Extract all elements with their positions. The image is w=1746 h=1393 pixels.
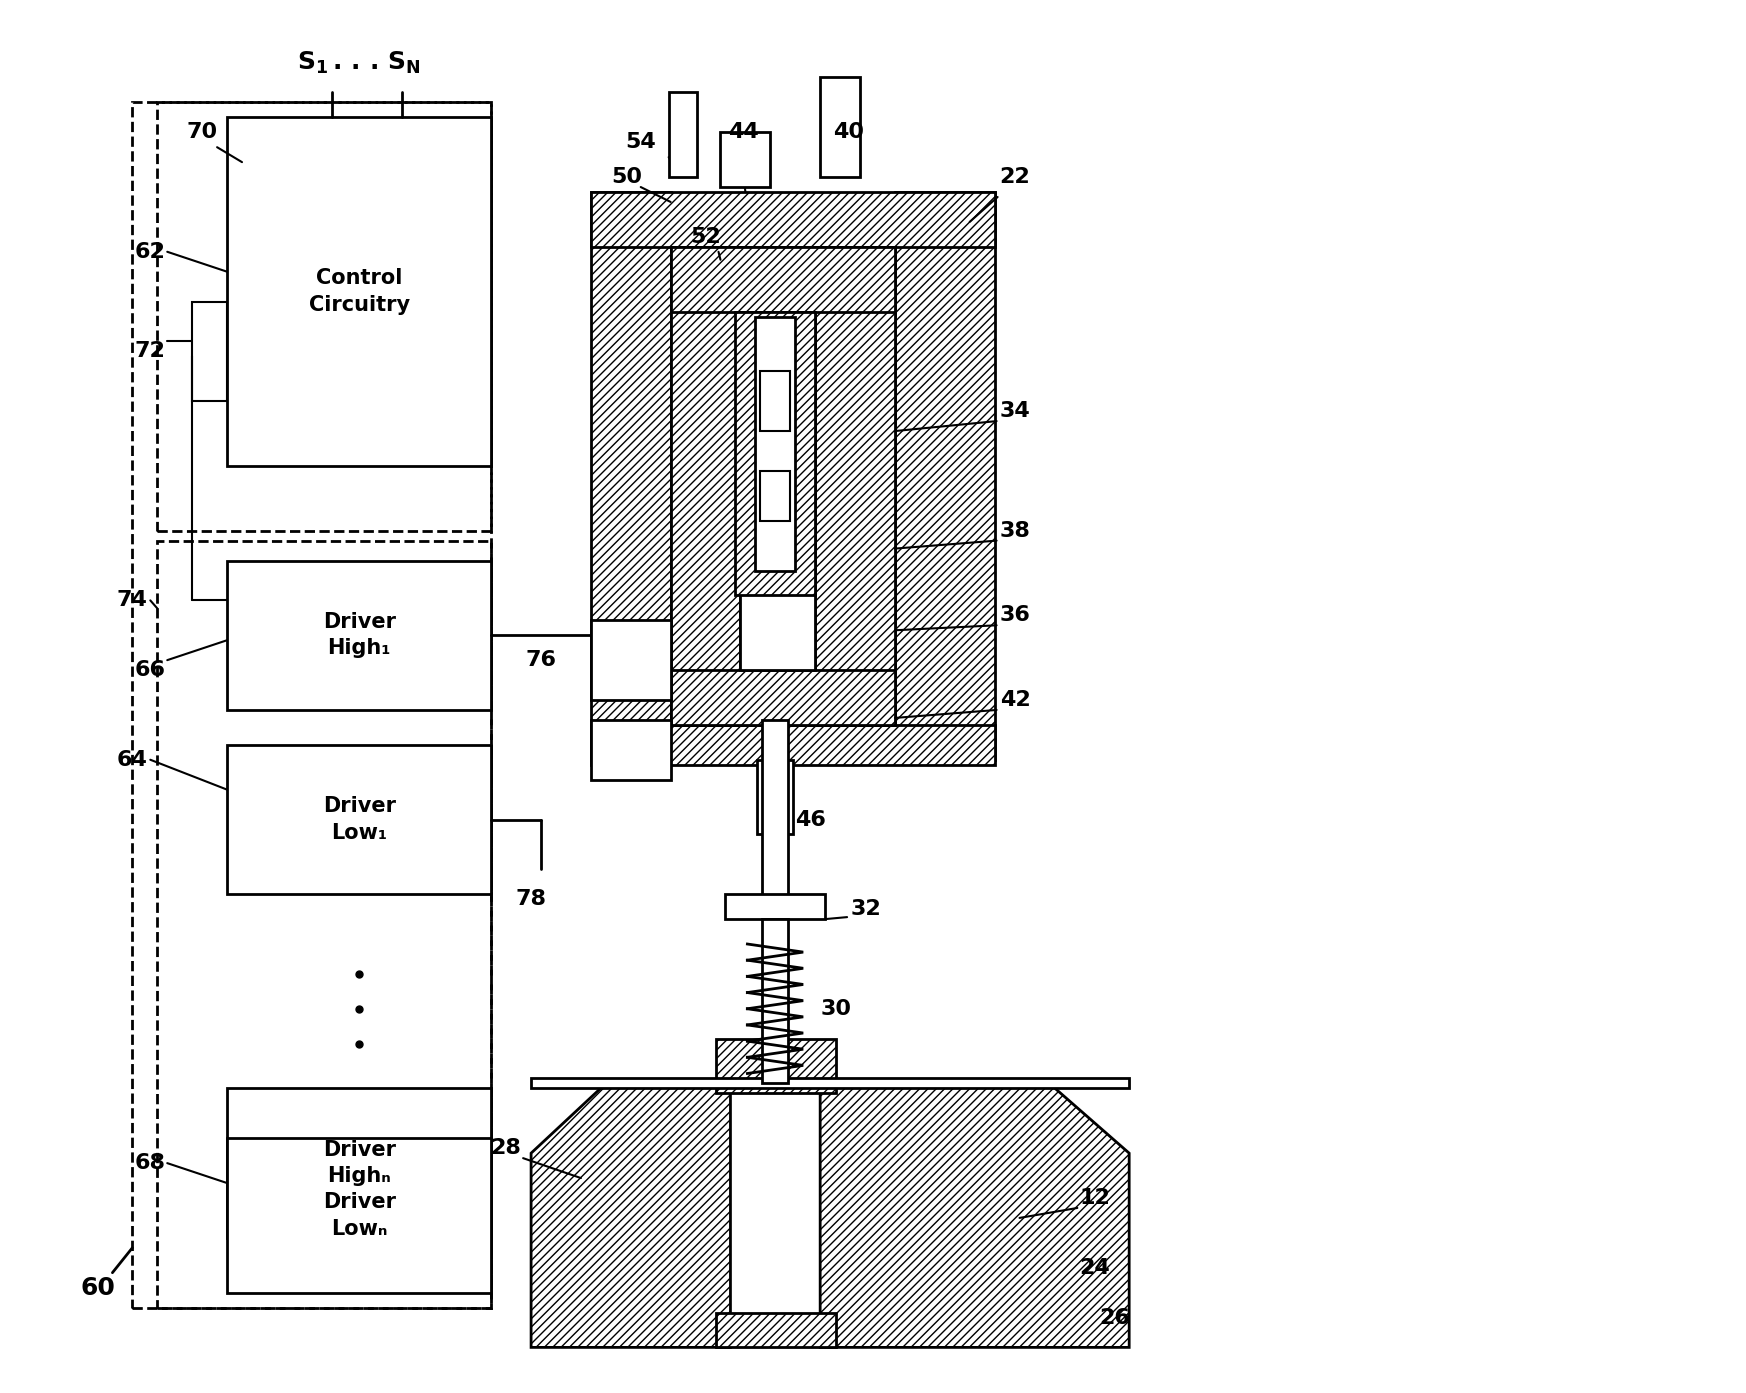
Bar	[758, 759, 793, 834]
Bar	[531, 1078, 1130, 1088]
Bar	[157, 540, 491, 1308]
Text: 36: 36	[1000, 606, 1030, 625]
Text: 26: 26	[1100, 1308, 1130, 1328]
Bar	[670, 670, 896, 724]
Text: 60: 60	[80, 1276, 115, 1300]
Bar	[227, 1138, 491, 1293]
Bar	[590, 192, 670, 759]
Text: 68: 68	[134, 1153, 166, 1173]
Text: 74: 74	[117, 591, 148, 610]
Bar	[821, 78, 861, 177]
Bar	[590, 192, 995, 247]
Bar	[760, 372, 791, 430]
Bar	[735, 312, 815, 595]
Bar	[896, 192, 995, 759]
Text: Driver
Low₁: Driver Low₁	[323, 797, 396, 843]
Polygon shape	[531, 1084, 730, 1347]
Text: 32: 32	[850, 898, 880, 919]
Bar	[726, 894, 826, 919]
Bar	[763, 919, 787, 1084]
Bar	[590, 724, 995, 765]
Bar	[716, 1312, 836, 1347]
Bar	[227, 1088, 491, 1238]
Text: 76: 76	[526, 651, 557, 670]
Text: $\mathbf{S_1\,.\,.\,.\,S_N}$: $\mathbf{S_1\,.\,.\,.\,S_N}$	[297, 49, 421, 75]
Bar	[763, 720, 787, 914]
Text: Driver
Lowₙ: Driver Lowₙ	[323, 1192, 396, 1238]
Text: 62: 62	[134, 242, 166, 262]
Bar	[721, 132, 770, 187]
Text: 52: 52	[691, 227, 721, 247]
Text: 54: 54	[625, 132, 656, 152]
Text: 64: 64	[117, 749, 148, 770]
Bar	[670, 247, 896, 312]
Bar	[815, 247, 896, 724]
Text: 46: 46	[794, 809, 826, 829]
Bar	[590, 620, 670, 701]
Text: 30: 30	[821, 999, 850, 1018]
Text: 24: 24	[1079, 1258, 1110, 1277]
Bar	[157, 102, 491, 531]
Text: 28: 28	[491, 1138, 520, 1158]
Bar	[669, 92, 697, 177]
Bar	[227, 560, 491, 710]
Text: 34: 34	[1000, 401, 1030, 421]
Bar	[590, 720, 670, 780]
Text: 12: 12	[1079, 1188, 1110, 1208]
Text: 42: 42	[1000, 690, 1030, 710]
Bar	[227, 117, 491, 465]
Text: 38: 38	[1000, 521, 1030, 540]
Bar	[192, 301, 227, 401]
Text: Control
Circuitry: Control Circuitry	[309, 269, 410, 315]
Bar	[740, 312, 815, 670]
Bar	[670, 247, 740, 724]
Polygon shape	[821, 1084, 1130, 1347]
Bar	[716, 1039, 836, 1094]
Bar	[227, 745, 491, 894]
Text: 50: 50	[611, 167, 643, 187]
Bar	[133, 102, 491, 1308]
Text: 44: 44	[728, 123, 760, 142]
Text: Driver
High₁: Driver High₁	[323, 612, 396, 659]
Text: 72: 72	[134, 341, 166, 361]
Text: 78: 78	[515, 889, 546, 910]
Bar	[756, 316, 794, 571]
Text: 22: 22	[1000, 167, 1030, 187]
Text: 40: 40	[833, 123, 864, 142]
Text: Driver
Highₙ: Driver Highₙ	[323, 1139, 396, 1187]
Bar	[760, 471, 791, 521]
Text: 70: 70	[187, 123, 218, 142]
Text: 66: 66	[134, 660, 166, 680]
